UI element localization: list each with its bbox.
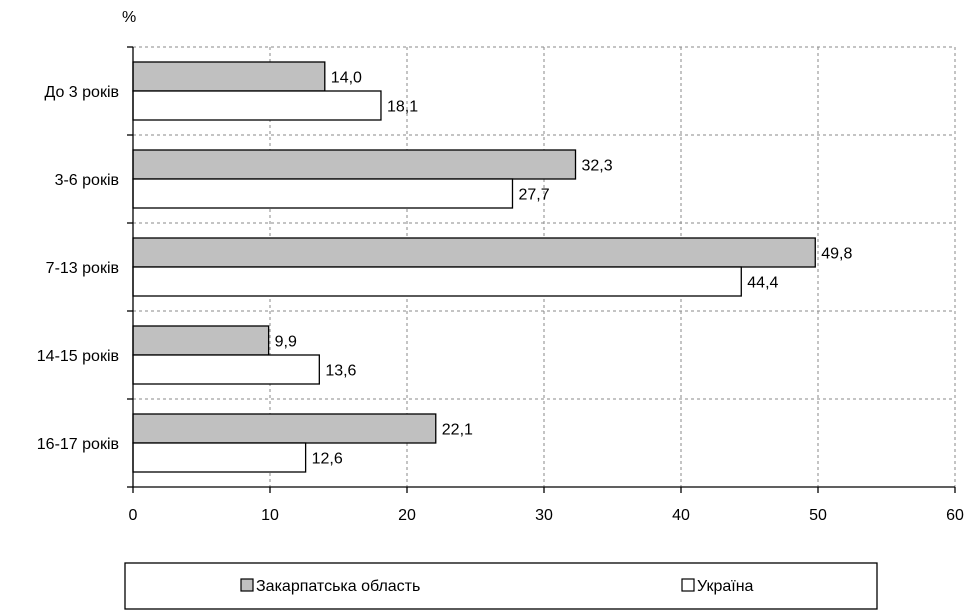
- bar-value-label: 12,6: [312, 451, 343, 468]
- x-tick-label: 20: [398, 507, 416, 524]
- bar: [132, 266, 742, 297]
- y-tick-label: 7-13 років: [46, 260, 119, 277]
- bar: [132, 61, 326, 92]
- legend: Закарпатська область Україна: [124, 562, 878, 610]
- y-tick-label: 14-15 років: [37, 348, 119, 365]
- legend-label: Україна: [697, 578, 754, 595]
- bar: [132, 149, 577, 180]
- bar: [132, 237, 816, 268]
- bar: [132, 178, 514, 209]
- legend-box: [124, 562, 878, 610]
- bar-value-label: 32,3: [582, 158, 613, 175]
- bars: 14,0 18,1 32,3 27,7 49,8 44,4 9,9 13,6 22,1 12,6: [132, 61, 853, 473]
- x-tick-label: 40: [672, 507, 690, 524]
- legend-swatch: [240, 578, 254, 592]
- bar-value-label: 9,9: [275, 334, 297, 351]
- bar-value-label: 27,7: [518, 187, 549, 204]
- unit-label: %: [122, 9, 136, 26]
- x-tick-label: 30: [535, 507, 553, 524]
- bar-value-label: 13,6: [325, 363, 356, 380]
- y-tick-label: 3-6 років: [55, 172, 119, 189]
- y-tick-label: 16-17 років: [37, 436, 119, 453]
- y-tick-label: До 3 років: [44, 84, 119, 101]
- bar-value-label: 18,1: [387, 99, 418, 116]
- bar-value-label: 49,8: [821, 246, 852, 263]
- x-tick-label: 60: [946, 507, 964, 524]
- x-tick-label: 50: [809, 507, 827, 524]
- bar: [132, 90, 382, 121]
- legend-label: Закарпатська область: [256, 578, 420, 595]
- bar-value-label: 44,4: [747, 275, 778, 292]
- legend-swatch: [681, 578, 695, 592]
- bar: [132, 442, 307, 473]
- axes: До 3 років 3-6 років 7-13 років 14-15 років…: [37, 46, 964, 524]
- bar-value-label: 22,1: [442, 422, 473, 439]
- x-tick-label: 10: [261, 507, 279, 524]
- bar: [132, 354, 320, 385]
- bar: [132, 413, 437, 444]
- bar: [132, 325, 270, 356]
- bar-value-label: 14,0: [331, 70, 362, 87]
- x-tick-label: 0: [129, 507, 138, 524]
